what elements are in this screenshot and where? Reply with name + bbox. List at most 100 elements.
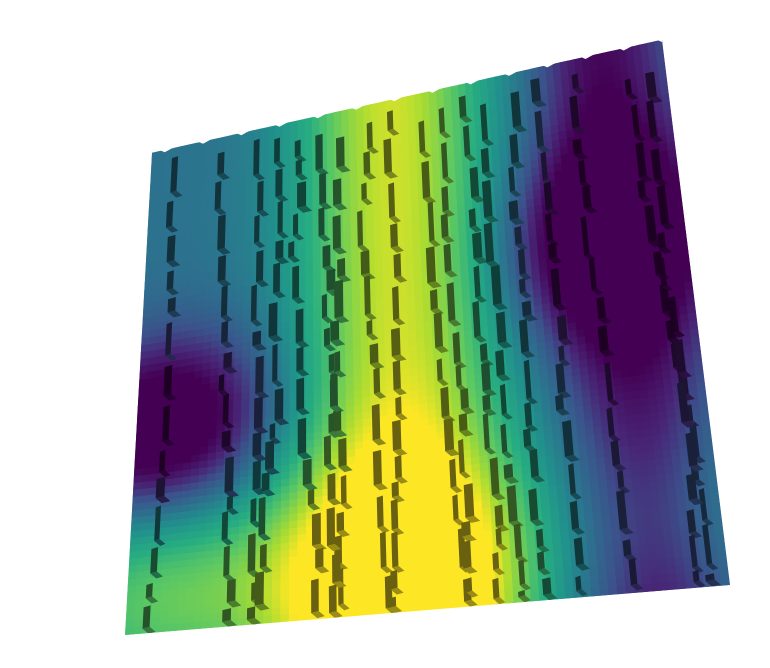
surface-cell <box>602 270 613 280</box>
surface-cell <box>239 462 249 471</box>
surface-cell <box>648 396 658 406</box>
surface-cell <box>586 350 596 360</box>
surface-cell <box>611 532 622 542</box>
surface-cell <box>635 351 645 361</box>
surface-cell <box>202 620 212 629</box>
surface-cell <box>668 432 679 443</box>
surface-cell <box>623 399 634 409</box>
surface-cell <box>593 433 604 444</box>
surface-cell <box>426 387 436 397</box>
surface-cell <box>606 478 617 488</box>
surface-cell <box>451 569 461 579</box>
surface-cell <box>537 455 547 466</box>
surface-cell <box>637 374 648 384</box>
surface-cell <box>262 615 273 624</box>
surface-cell <box>592 418 603 429</box>
surface-cell <box>449 532 460 542</box>
surface-cell <box>630 545 641 555</box>
surface-cell <box>600 510 611 520</box>
surface-cell <box>586 442 597 452</box>
surface-cell <box>206 494 216 503</box>
surface-cell <box>378 408 388 418</box>
terrace-step-face <box>254 214 260 244</box>
surface-cell <box>366 599 376 609</box>
surface-cell <box>197 502 207 511</box>
surface-cell <box>677 510 688 520</box>
surface-cell <box>652 364 663 374</box>
surface-cell <box>647 310 657 320</box>
surface-cell <box>534 410 544 420</box>
surface-cell <box>272 458 282 467</box>
surface-cell <box>694 366 705 377</box>
surface-cell <box>654 450 664 460</box>
surface-cell <box>573 390 584 400</box>
surface-cell <box>683 344 694 354</box>
surface-cell <box>412 440 422 450</box>
surface-cell <box>640 568 651 578</box>
surface-cell <box>314 488 324 498</box>
surface-cell <box>280 564 290 573</box>
surface-cell <box>566 406 577 416</box>
surface-cell <box>180 518 190 527</box>
surface-cell <box>356 542 366 551</box>
surface-cell <box>655 316 666 327</box>
surface-cell <box>528 562 539 572</box>
surface-cell <box>213 514 224 523</box>
surface-cell <box>587 365 598 375</box>
surface-cell <box>705 460 716 470</box>
surface-cell <box>186 587 196 596</box>
surface-cell <box>424 350 434 360</box>
surface-cell <box>594 533 605 543</box>
surface-cell <box>532 388 542 398</box>
surface-cell <box>660 433 671 444</box>
surface-cell <box>345 376 355 386</box>
surface-cell <box>646 302 656 313</box>
surface-cell <box>646 458 657 469</box>
surface-cell <box>602 525 613 535</box>
surface-cell <box>288 613 299 622</box>
surface-cell <box>289 477 299 487</box>
surface-cell <box>556 590 567 600</box>
surface-cell <box>345 391 355 401</box>
surface-cell <box>346 441 356 451</box>
surface-cell <box>297 526 307 536</box>
surface-cell <box>449 525 459 535</box>
surface-cell <box>138 529 148 539</box>
surface-cell <box>647 388 658 398</box>
surface-cell <box>352 346 362 356</box>
surface-cell <box>637 529 647 539</box>
surface-cell <box>662 527 673 537</box>
surface-cell <box>164 512 174 522</box>
surface-cell <box>348 535 358 545</box>
surface-cell <box>400 581 410 591</box>
surface-cell <box>545 454 556 465</box>
surface-cell <box>214 486 224 495</box>
surface-cell <box>238 539 248 549</box>
surface-cell <box>667 275 677 286</box>
surface-cell <box>543 531 553 541</box>
surface-cell <box>633 499 644 509</box>
surface-cell <box>206 501 216 510</box>
surface-cell <box>543 317 553 328</box>
surface-cell <box>207 452 217 461</box>
surface-cell <box>615 400 626 410</box>
surface-cell <box>431 497 441 507</box>
surface-cell <box>272 550 282 560</box>
surface-cell <box>356 520 366 530</box>
surface-cell <box>362 439 372 449</box>
surface-cell <box>466 381 476 392</box>
surface-cell <box>229 561 239 571</box>
surface-cell <box>289 513 299 522</box>
surface-cell <box>421 476 432 486</box>
surface-cell <box>647 317 658 328</box>
surface-cell <box>545 447 555 457</box>
surface-cell <box>668 503 679 513</box>
surface-cell <box>544 439 555 450</box>
surface-cell <box>581 580 592 590</box>
surface-cell <box>539 371 549 382</box>
surface-cell <box>297 605 307 614</box>
surface-cell <box>623 321 634 331</box>
surface-cell <box>476 552 486 562</box>
surface-cell <box>658 488 669 499</box>
surface-cell <box>579 458 590 468</box>
